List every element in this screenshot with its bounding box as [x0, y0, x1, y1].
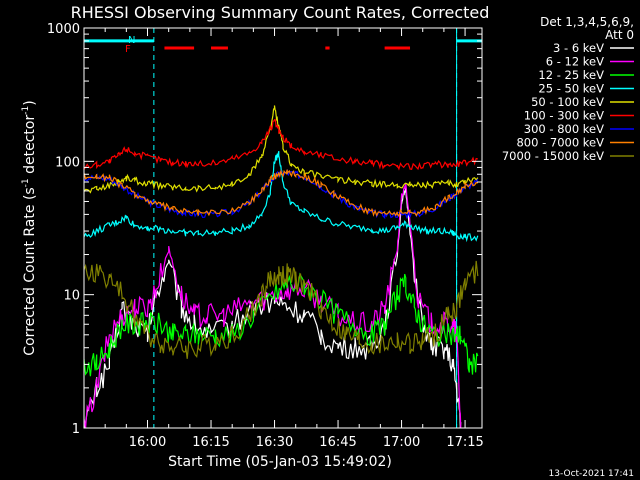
series-line-7	[84, 169, 478, 218]
y-label-sup2: -1	[21, 106, 31, 115]
legend-header-2: Att 0	[605, 28, 634, 42]
y-label-sup1: -1	[21, 178, 31, 187]
series-line-4	[84, 105, 479, 194]
x-tick-label-3: 16:45	[319, 435, 356, 450]
y-label-end: )	[22, 100, 38, 105]
y-tick-label-1: 100	[55, 155, 80, 170]
series-line-8	[84, 260, 479, 359]
legend-label-3: 25 - 50 keV	[538, 82, 604, 96]
x-tick-label-0: 16:00	[129, 435, 166, 450]
legend-header-1: Det 1,3,4,5,6,9,	[540, 15, 634, 29]
y-tick-label-2: 10	[63, 289, 80, 304]
legend-label-4: 50 - 100 keV	[531, 95, 604, 109]
x-tick-label-1: 16:15	[192, 435, 229, 450]
y-tick-label-0: 1000	[47, 22, 80, 37]
plot-frame	[83, 27, 483, 429]
y-label-mid: detector	[22, 115, 38, 179]
night-flag-label: N	[128, 35, 135, 46]
legend-label-2: 12 - 25 keV	[538, 68, 604, 82]
x-tick-label-2: 16:30	[256, 435, 293, 450]
legend-label-6: 300 - 800 keV	[524, 122, 604, 136]
legend-label-7: 800 - 7000 keV	[516, 136, 604, 150]
y-axis-label: Corrected Count Rate (s-1 detector-1)	[21, 100, 38, 355]
footer-date: 13-Oct-2021 17:41	[549, 469, 634, 479]
series-lines	[84, 105, 479, 428]
series-line-5	[84, 118, 478, 171]
chart-title: RHESSI Observing Summary Count Rates, Co…	[71, 3, 490, 22]
legend-label-8: 7000 - 15000 keV	[502, 149, 604, 163]
flare-flag-label: F	[125, 44, 131, 55]
legend-label-0: 3 - 6 keV	[553, 41, 604, 55]
legend-label-1: 6 - 12 keV	[546, 55, 604, 69]
y-label-main: Corrected Count Rate (s	[22, 187, 38, 355]
y-axis: 1000 100 10 1	[47, 22, 482, 437]
series-line-3	[84, 150, 479, 243]
x-tick-label-4: 17:00	[383, 435, 420, 450]
x-axis-label: Start Time (05-Jan-03 15:49:02)	[168, 454, 392, 470]
x-tick-label-5: 17:15	[446, 435, 483, 450]
legend-label-5: 100 - 300 keV	[524, 109, 604, 123]
y-tick-label-3: 1	[72, 422, 80, 437]
x-axis: 16:00 16:15 16:30 16:45 17:00 17:15	[104, 28, 484, 450]
